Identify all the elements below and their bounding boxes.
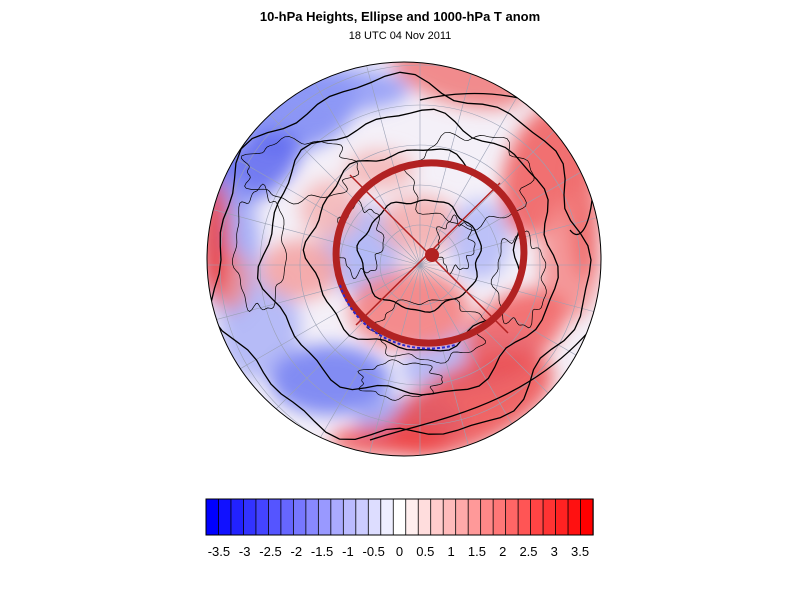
colorbar-box	[243, 498, 257, 536]
chart-title: 10-hPa Heights, Ellipse and 1000-hPa T a…	[259, 9, 541, 24]
colorbar-tick-label: 1.5	[468, 544, 486, 559]
coastline	[366, 298, 489, 364]
anomaly-patch	[270, 345, 390, 415]
colorbar-tick-label: 3	[551, 544, 558, 559]
colorbar-tick-label: 2.5	[519, 544, 537, 559]
colorbar-box	[492, 498, 507, 536]
meridian-line	[352, 264, 421, 456]
colorbar-box	[467, 498, 482, 536]
colorbar-box	[255, 498, 270, 536]
colorbar-box	[218, 498, 232, 536]
meridian-line	[419, 197, 601, 266]
colorbar-box	[205, 498, 220, 536]
colorbar-box	[480, 498, 494, 536]
chart-subtitle: 18 UTC 04 Nov 2011	[348, 30, 452, 42]
colorbar-tick-label: -2	[291, 544, 303, 559]
colorbar-tick-label: -1.5	[311, 544, 333, 559]
coastline	[232, 183, 287, 312]
anomaly-patch	[300, 180, 360, 240]
colorbar-tick-label: -2.5	[259, 544, 281, 559]
vortex-ellipse	[332, 159, 528, 347]
colorbar-box	[505, 498, 519, 536]
colorbar-box	[268, 498, 282, 536]
colorbar-box	[367, 498, 382, 536]
colorbar-box	[355, 498, 369, 536]
colorbar-box	[417, 498, 432, 536]
colorbar-tick-label: -3	[239, 544, 251, 559]
meridian-line	[419, 62, 488, 266]
coastline	[357, 359, 443, 401]
coastline	[490, 230, 547, 329]
colorbar-box	[442, 498, 457, 536]
meridian-line	[419, 264, 601, 333]
colorbar-box	[280, 498, 295, 536]
colorbar-tick-label: -1	[342, 544, 354, 559]
globe-outline	[206, 61, 602, 457]
colorbar-box	[455, 498, 469, 536]
vortex-ellipse-blue-edge	[339, 284, 456, 350]
coastline	[433, 214, 476, 275]
ellipse-center-marker	[425, 248, 439, 262]
colorbar-tick-label: 2	[499, 544, 506, 559]
colorbar-boxes	[205, 498, 594, 536]
height-contour	[210, 71, 592, 441]
colorbar-tick-label: -0.5	[362, 544, 384, 559]
map-clip-group	[207, 62, 601, 456]
colorbar-tick-label: 0.5	[416, 544, 434, 559]
colorbar-box	[305, 498, 320, 536]
height-contours	[210, 71, 594, 441]
colorbar-box	[380, 498, 394, 536]
colorbar-box	[530, 498, 544, 536]
height-contour	[369, 329, 591, 441]
meridian-line	[419, 134, 601, 266]
colorbar-labels: -3.5 -3 -2.5 -2 -1.5 -1 -0.5 0 0.5 1 1.5…	[208, 544, 589, 559]
colorbar-box	[330, 498, 345, 536]
colorbar-box	[342, 498, 357, 536]
colorbar-box	[580, 498, 594, 536]
colorbar-box	[567, 498, 582, 536]
height-contour	[356, 199, 482, 313]
meridian-line	[352, 62, 421, 266]
colorbar-box	[405, 498, 419, 536]
colorbar-tick-label: 3.5	[571, 544, 589, 559]
colorbar-tick-label: 0	[396, 544, 403, 559]
meridian-line	[419, 264, 601, 396]
colorbar-box	[517, 498, 532, 536]
colorbar-box	[392, 498, 407, 536]
colorbar-box	[317, 498, 332, 536]
colorbar-box	[555, 498, 569, 536]
colorbar-tick-label: 1	[447, 544, 454, 559]
colorbar-frame	[205, 498, 594, 536]
height-contour	[256, 108, 559, 396]
colorbar-box	[430, 498, 444, 536]
colorbar-box	[292, 498, 307, 536]
colorbar-tick-label: -3.5	[208, 544, 230, 559]
coastline	[403, 131, 535, 231]
anomaly-patch	[391, 62, 529, 110]
colorbar-box	[542, 498, 557, 536]
vortex-ellipse-group	[332, 159, 528, 350]
anomaly-patch	[464, 289, 566, 371]
colorbar-box	[230, 498, 245, 536]
